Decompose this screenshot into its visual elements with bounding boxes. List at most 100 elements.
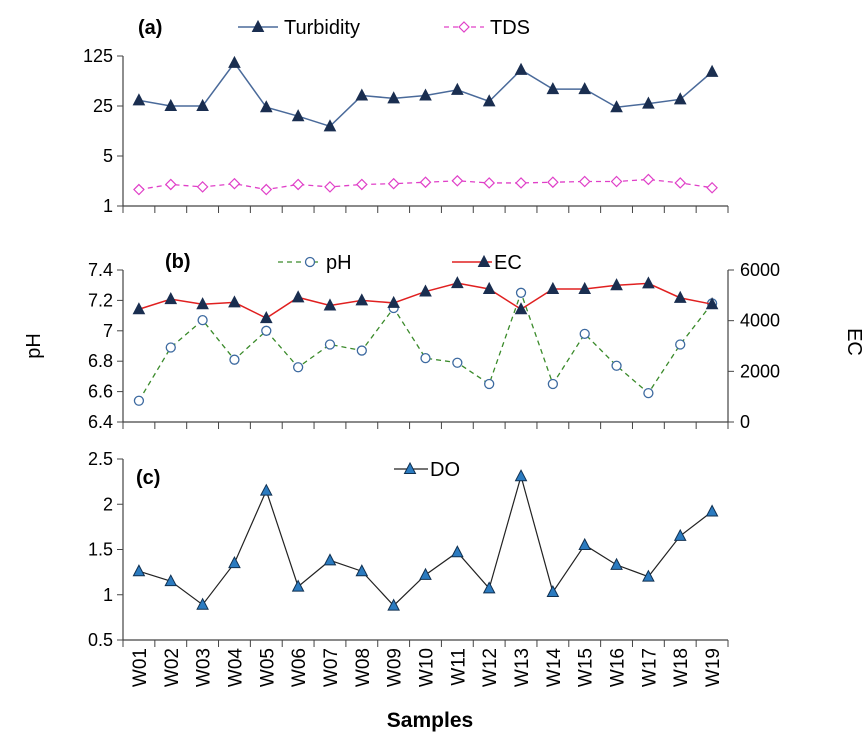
panel-1-y2tick-label: 4000 — [740, 311, 780, 331]
panel-2-ytick-label: 1 — [103, 585, 113, 605]
tds-point — [674, 177, 687, 189]
tds-point — [164, 178, 177, 191]
do-point — [546, 584, 560, 598]
x-category-label: W08 — [353, 648, 374, 687]
tds-point — [292, 178, 304, 191]
panel-2-ytick-label: 0.5 — [88, 630, 113, 650]
do-point — [228, 555, 241, 569]
turbidity-point — [355, 88, 369, 101]
ec-point — [228, 295, 241, 308]
x-category-label: W14 — [544, 648, 565, 688]
do-point — [705, 504, 719, 517]
ec-point — [387, 295, 400, 308]
x-category-label: W05 — [257, 648, 278, 687]
ph-point — [229, 354, 240, 365]
turbidity-point — [387, 91, 400, 104]
x-category-label: W16 — [608, 648, 629, 687]
panel-1-ytick-label: 6.8 — [88, 351, 113, 371]
turbidity-point — [291, 109, 305, 122]
ph-point — [452, 357, 463, 368]
legend-tds-label: TDS — [490, 17, 530, 39]
panel-0-ytick-label: 125 — [83, 46, 113, 66]
ec-point — [196, 297, 209, 310]
tds-point — [355, 178, 368, 191]
ph-point — [133, 395, 145, 406]
ph-point — [611, 360, 622, 371]
ec-point — [578, 281, 592, 294]
do-point — [578, 537, 592, 550]
ec-axis-title: EC — [843, 328, 865, 356]
panel-b-label: (b) — [165, 251, 191, 273]
axes-layer — [117, 55, 734, 647]
panel-c-label: (c) — [136, 467, 160, 489]
ph-point — [420, 353, 431, 364]
tds-point — [515, 177, 527, 189]
ec-point — [514, 302, 528, 315]
ph-point — [197, 315, 208, 326]
ph-point — [547, 378, 559, 390]
x-category-label: W11 — [448, 648, 469, 686]
do-point — [610, 557, 623, 570]
ec-point — [642, 276, 655, 289]
ph-line — [138, 290, 713, 402]
ph-point — [675, 339, 686, 350]
do-point — [419, 567, 432, 580]
x-category-label: W04 — [225, 648, 246, 688]
legend-turbidity-marker — [251, 19, 265, 32]
turbidity-point — [482, 94, 496, 107]
legend-turbidity-label: Turbidity — [284, 17, 360, 39]
x-category-label: W12 — [480, 648, 501, 687]
turbidity-point — [673, 92, 687, 105]
tds-point — [483, 177, 496, 189]
tds-point — [133, 183, 145, 196]
panel-0-ytick-label: 1 — [103, 196, 113, 216]
x-category-label: W19 — [703, 648, 724, 687]
do-point — [387, 598, 400, 611]
panel-1-y2tick-label: 2000 — [740, 361, 780, 381]
panel-1-ytick-label: 6.6 — [88, 382, 113, 402]
ec-point — [259, 311, 273, 324]
do-point — [355, 564, 369, 577]
do-point — [451, 545, 464, 558]
do-point — [132, 564, 146, 577]
do-point — [482, 581, 496, 594]
panel-2-ytick-label: 1.5 — [88, 540, 113, 560]
do-line — [138, 473, 713, 607]
legend-ec-marker — [477, 254, 491, 267]
panel-1-ytick-label: 7 — [103, 321, 113, 341]
text-layer: 1 5 25 125 (a) Turbidity TDS 6.4 6.6 6.8 7 7.2 7.4 0 2… — [23, 17, 865, 732]
turbidity-point — [514, 62, 528, 75]
do-point — [514, 469, 528, 482]
x-category-label: W03 — [194, 648, 215, 687]
ec-point — [705, 297, 719, 310]
panel-1-y2tick-label: 0 — [740, 412, 750, 432]
turbidity-point — [419, 88, 432, 101]
legend-ph-label: pH — [326, 252, 352, 274]
tds-point — [324, 181, 336, 193]
x-category-label: W09 — [385, 648, 406, 687]
ec-point — [132, 302, 146, 315]
tds-point — [196, 181, 209, 193]
x-category-label: W07 — [321, 648, 342, 687]
ph-point — [643, 387, 654, 399]
tds-point — [547, 176, 559, 189]
tds-point — [610, 175, 623, 188]
ec-point — [323, 298, 337, 311]
ec-point — [164, 292, 178, 305]
x-category-label: W13 — [512, 648, 533, 687]
tds-point — [387, 177, 400, 190]
tds-point — [419, 176, 432, 189]
ph-axis-title: pH — [23, 333, 45, 359]
turbidity-point — [642, 96, 655, 109]
do-point — [259, 483, 273, 496]
turbidity-point — [132, 93, 146, 106]
x-category-label: W10 — [417, 648, 438, 687]
panel-1-ytick-label: 7.2 — [88, 290, 113, 310]
turbidity-point — [451, 82, 464, 95]
ph-point — [324, 339, 336, 350]
panel-1-y2tick-label: 6000 — [740, 260, 780, 280]
turbidity-point — [259, 100, 273, 113]
legend-tds-marker — [458, 21, 470, 33]
x-category-label: W02 — [162, 648, 183, 687]
ph-point — [165, 342, 176, 353]
